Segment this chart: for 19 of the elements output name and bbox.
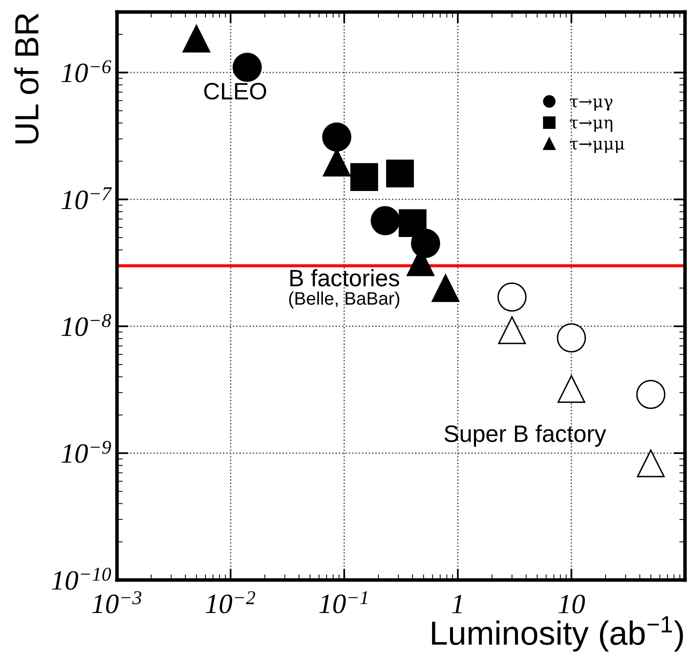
x-tick-label: 10$^{−1}$ [319,591,368,614]
legend-label: τ→μμμ [570,140,624,154]
y-tick-label: 10$^{−9}$ [61,440,112,463]
y-tick-label: 10$^{−8}$ [61,314,112,336]
legend-label: τ→μη [570,120,612,132]
x-tick-label: 10$^{−3}$ [92,591,142,614]
y-tick-label: 10$^{−7}$ [61,187,112,210]
x-tick-label: 1 [452,594,462,614]
annotation: CLEO [204,82,266,100]
annotation: Super B factory [444,424,606,447]
annotation: (Belle, BaBar) [289,292,400,308]
x-tick-label: 10$^{−2}$ [206,591,256,614]
y-axis-title: UL of BR [14,14,39,144]
x-axis-title: Luminosity (ab$^{−1}$) [432,616,683,652]
y-tick-label: 10$^{−6}$ [61,60,112,82]
y-tick-label: 10$^{−10}$ [52,568,112,590]
legend-label: τ→μγ [570,98,612,111]
x-tick-label: 10 [558,594,585,614]
annotation: B factories [290,269,400,286]
